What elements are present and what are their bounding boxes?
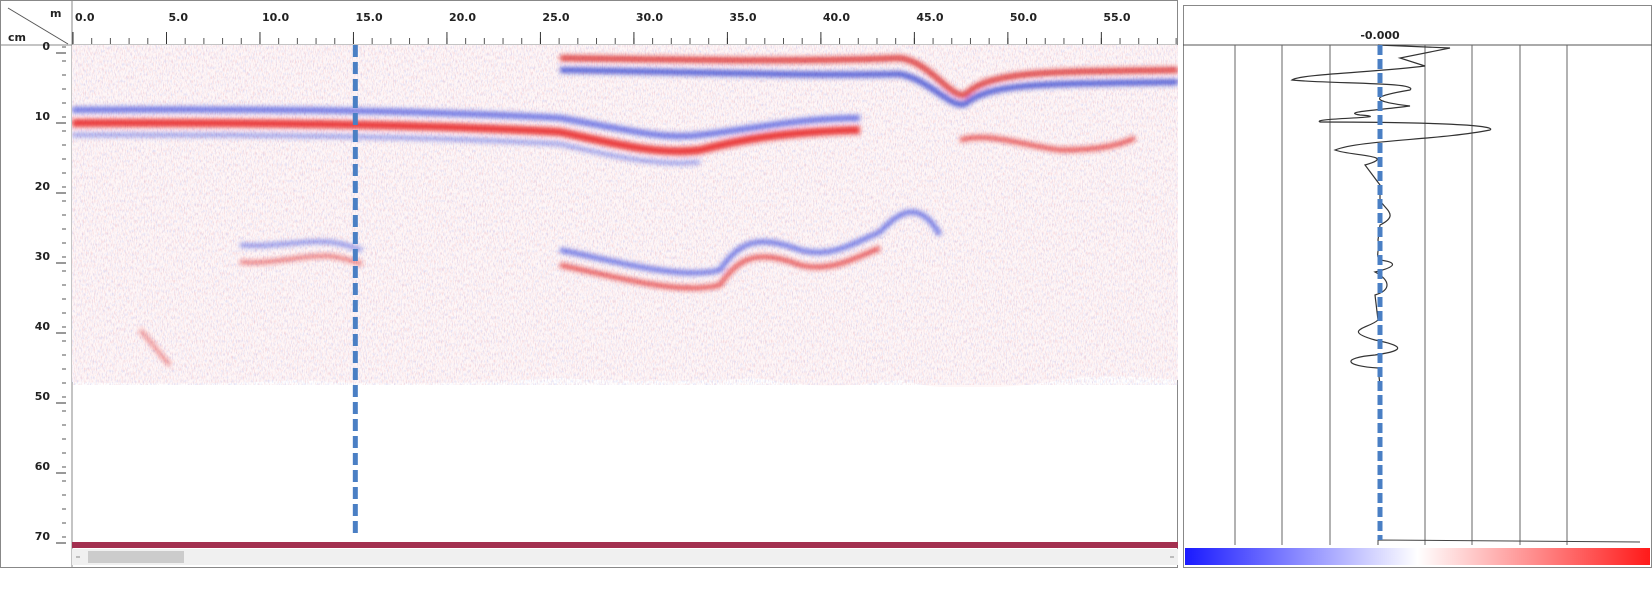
trace-waveform	[1290, 44, 1492, 386]
trace-value: -0.000	[1360, 29, 1400, 42]
x-tick-label: 25.0	[542, 11, 569, 24]
color-scale	[1185, 548, 1650, 565]
x-tick-label: 35.0	[729, 11, 756, 24]
y-tick-label: 20	[35, 180, 51, 193]
noise-blue	[72, 45, 1178, 385]
y-tick-label: 30	[35, 250, 51, 263]
x-tick-label: 0.0	[75, 11, 95, 24]
x-tick-label: 50.0	[1010, 11, 1037, 24]
corner-diagonal	[7, 7, 69, 45]
y-tick-label: 0	[42, 40, 50, 53]
progress-bar	[72, 542, 1178, 548]
y-unit: cm	[8, 31, 26, 44]
trace-panel	[1183, 5, 1652, 568]
y-tick-label: 10	[35, 110, 51, 123]
x-tick-label: 55.0	[1103, 11, 1130, 24]
x-tick-label: 5.0	[168, 11, 188, 24]
radargram-image	[72, 45, 1178, 387]
scrollbar[interactable]	[72, 549, 1178, 565]
y-tick-label: 70	[35, 530, 51, 543]
x-tick-label: 10.0	[262, 11, 289, 24]
x-tick-label: 30.0	[636, 11, 663, 24]
y-tick-label: 60	[35, 460, 51, 473]
trace-grid	[1234, 45, 1568, 545]
scrollbar-thumb[interactable]	[88, 551, 184, 563]
y-tick-label: 40	[35, 320, 51, 333]
x-tick-label: 40.0	[823, 11, 850, 24]
x-unit: m	[50, 7, 61, 20]
y-tick-label: 50	[35, 390, 51, 403]
reflections	[72, 54, 1178, 367]
x-tick-label: 15.0	[355, 11, 382, 24]
x-tick-label: 45.0	[916, 11, 943, 24]
x-tick-label: 20.0	[449, 11, 476, 24]
